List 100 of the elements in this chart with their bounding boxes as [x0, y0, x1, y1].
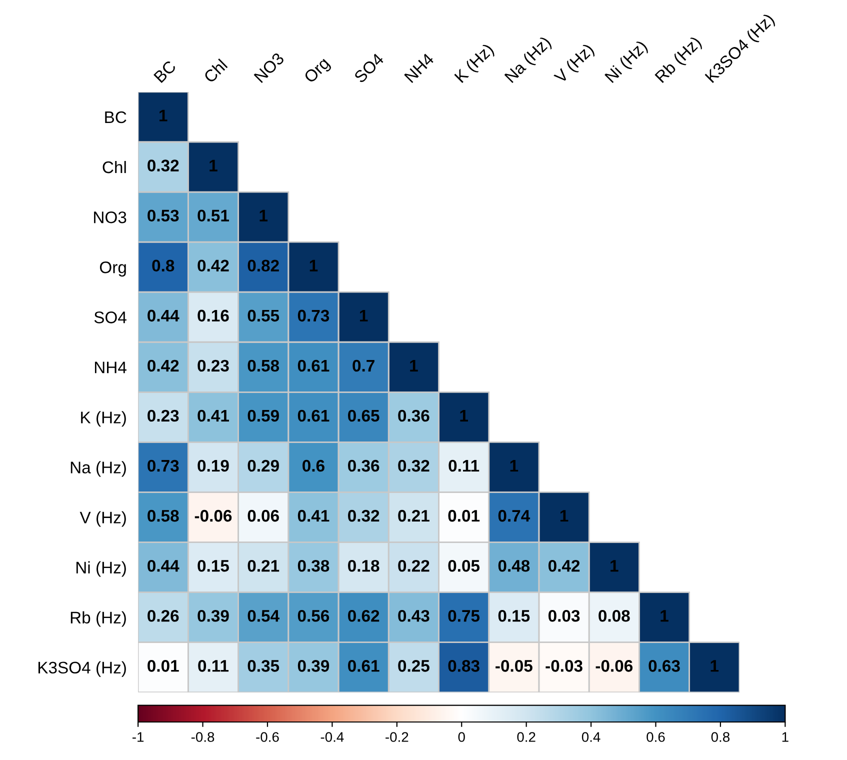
color-bar-label: -0.6: [256, 732, 279, 742]
data-label: -0.05: [496, 660, 532, 672]
data-label: 0.15: [198, 560, 229, 572]
y-tick-label: V (Hz): [80, 511, 126, 527]
data-label: 0.21: [398, 510, 430, 522]
color-bar-label: 0.6: [646, 732, 665, 742]
data-label: 0.61: [348, 660, 380, 672]
data-label: 0.75: [448, 610, 480, 622]
data-label: 0.36: [348, 460, 380, 472]
color-bar-label: 0.4: [582, 732, 600, 742]
data-label: 0.22: [398, 560, 430, 572]
data-label: 0.42: [198, 260, 229, 272]
data-label: 0.16: [198, 310, 229, 322]
data-label: 0.58: [148, 510, 179, 522]
y-tick-label: NO3: [94, 211, 126, 224]
data-label: 0.25: [398, 660, 430, 672]
data-label: 0.19: [198, 460, 229, 472]
data-label: 0.01: [448, 510, 480, 522]
data-label: 0.8: [152, 260, 174, 272]
data-label: 0.38: [298, 560, 330, 572]
data-label: 0.41: [198, 410, 229, 422]
color-bar-label: 0.2: [517, 732, 536, 742]
data-label: 0.43: [398, 610, 430, 622]
y-tick-label: K (Hz): [81, 411, 126, 427]
data-label: -0.06: [596, 660, 633, 672]
data-label: 0.32: [398, 460, 430, 472]
data-label: 0.82: [248, 260, 279, 272]
data-label: 1: [160, 110, 168, 122]
data-label: 0.15: [498, 610, 530, 622]
x-tick-label: V (Hz): [553, 42, 597, 86]
data-label: 1: [510, 460, 518, 472]
data-label: 0.23: [148, 410, 179, 422]
data-label: 0.65: [348, 410, 380, 422]
data-label: 0.44: [148, 560, 180, 572]
data-label: 0.11: [448, 460, 480, 472]
y-tick-label: NH4: [94, 362, 126, 374]
data-label: 0.39: [198, 610, 229, 622]
x-tick-label: BC: [153, 60, 177, 84]
y-tick-label: Rb (Hz): [70, 611, 126, 627]
data-label: -0.06: [194, 510, 232, 522]
data-label: 0.08: [598, 610, 630, 622]
data-label: 0.48: [498, 560, 530, 572]
color-bar-label: 0: [458, 732, 465, 742]
data-label: 0.6: [302, 460, 324, 472]
color-bar-label: -0.8: [191, 732, 214, 742]
data-label: 0.39: [298, 660, 330, 672]
data-label: 0.32: [148, 160, 179, 172]
data-label: 0.54: [248, 610, 280, 622]
data-label: 0.58: [248, 360, 280, 372]
y-tick-label: SO4: [94, 312, 126, 324]
data-label: 0.29: [248, 460, 279, 472]
data-label: 1: [560, 510, 568, 522]
data-label: 0.23: [198, 360, 229, 372]
y-tick-label: Chl: [102, 160, 126, 174]
x-tick-label: Na (Hz): [504, 36, 554, 86]
y-tick-label: Org: [100, 261, 126, 277]
data-label: 0.59: [248, 410, 279, 422]
data-label: 0.21: [248, 560, 280, 572]
data-label: 0.01: [148, 660, 179, 672]
color-bar-label: 0.8: [711, 732, 730, 742]
data-label: 0.63: [648, 660, 680, 672]
data-label: 0.44: [148, 310, 180, 322]
color-bar-label: -0.2: [386, 732, 408, 742]
data-label: 1: [710, 660, 719, 672]
data-label: 1: [310, 260, 318, 272]
data-label: 0.56: [298, 610, 330, 622]
data-label: 0.06: [248, 510, 279, 522]
data-label: 0.11: [198, 660, 229, 672]
data-label: 0.41: [298, 510, 330, 522]
data-label: 0.74: [498, 510, 530, 522]
x-tick-label: Rb (Hz): [654, 36, 704, 86]
data-label: 0.05: [448, 560, 480, 572]
data-label: 0.55: [248, 310, 280, 322]
data-label: 0.61: [298, 360, 330, 372]
data-label: 1: [660, 610, 668, 622]
data-label: 0.42: [148, 360, 179, 372]
data-label: 1: [460, 410, 468, 422]
y-tick-label: Na (Hz): [70, 461, 126, 477]
data-label: 0.62: [348, 610, 380, 622]
x-tick-label: Org: [303, 56, 332, 86]
y-tick-label: Ni (Hz): [76, 561, 126, 577]
data-label: 0.73: [148, 460, 179, 472]
data-label: 0.18: [348, 560, 380, 572]
data-label: -0.03: [546, 660, 582, 672]
x-tick-label: K (Hz): [454, 42, 496, 86]
data-label: 0.7: [352, 360, 374, 372]
y-tick-label: BC: [105, 111, 126, 124]
data-label: 1: [610, 560, 618, 572]
data-label: 1: [410, 360, 418, 372]
data-label: 0.26: [148, 610, 179, 622]
data-label: 0.03: [548, 610, 580, 622]
data-label: 1: [360, 310, 368, 322]
data-label: 0.42: [548, 560, 580, 572]
data-label: 0.51: [198, 210, 229, 222]
x-tick-label: Chl: [202, 58, 228, 84]
data-label: 1: [260, 210, 268, 222]
data-label: 0.53: [148, 210, 179, 222]
color-bar-label: -1: [132, 732, 144, 742]
color-bar-label: 1: [782, 732, 788, 742]
y-tick-label: K3SO4 (Hz): [38, 661, 126, 677]
